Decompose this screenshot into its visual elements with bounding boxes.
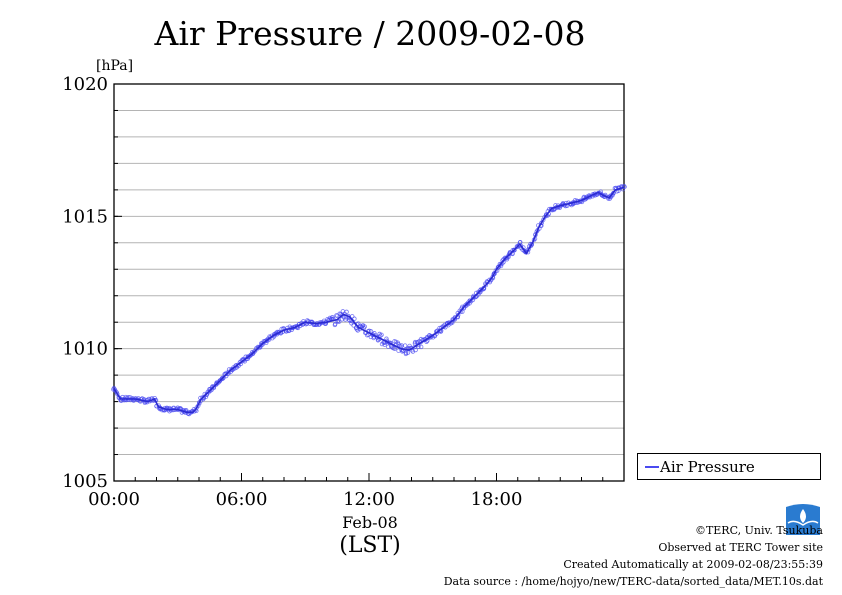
footer-observed: Observed at TERC Tower site <box>658 541 823 554</box>
data-marker <box>352 316 357 321</box>
x-tick-label: 00:00 <box>88 489 140 510</box>
y-axis-unit-label: [hPa] <box>96 58 133 74</box>
data-marker <box>413 347 418 353</box>
data-marker <box>526 246 532 252</box>
data-marker <box>418 344 424 350</box>
legend-swatch-air-pressure <box>645 466 659 468</box>
data-marker <box>226 369 231 375</box>
series-line-air-pressure <box>113 186 625 413</box>
chart-legend: Air Pressure <box>637 453 821 480</box>
x-tick-label: 12:00 <box>343 489 395 510</box>
x-axis-date-label: Feb-08 <box>342 513 398 532</box>
data-marker <box>412 339 418 345</box>
data-marker <box>333 321 338 327</box>
data-marker <box>429 333 435 339</box>
data-marker <box>378 333 383 338</box>
data-marker <box>194 405 200 410</box>
footer-source: Data source : /home/hojyo/new/TERC-data/… <box>443 575 823 588</box>
y-tick-label: 1015 <box>62 206 108 227</box>
terc-logo <box>786 504 820 535</box>
footer-created: Created Automatically at 2009-02-08/23:5… <box>563 558 823 571</box>
data-marker <box>337 319 342 324</box>
data-marker <box>512 247 517 253</box>
footer-copyright: ©TERC, Univ. Tsukuba <box>694 524 823 537</box>
y-tick-label: 1010 <box>62 339 108 360</box>
chart-title: Air Pressure / 2009-02-08 <box>154 14 586 53</box>
data-marker <box>392 346 397 351</box>
data-marker <box>382 342 387 347</box>
y-tick-label: 1020 <box>62 74 108 95</box>
data-marker <box>403 350 409 356</box>
plot-frame <box>113 83 625 482</box>
x-tick-label: 18:00 <box>471 489 523 510</box>
data-marker <box>390 345 395 350</box>
legend-label-air-pressure: Air Pressure <box>660 458 755 476</box>
data-marker <box>208 388 213 393</box>
x-axis-timezone-label: (LST) <box>339 533 401 558</box>
data-marker <box>354 327 360 332</box>
y-tick-label: 1005 <box>62 471 108 492</box>
x-tick-label: 06:00 <box>216 489 268 510</box>
data-marker <box>144 399 150 405</box>
data-marker <box>344 309 349 315</box>
